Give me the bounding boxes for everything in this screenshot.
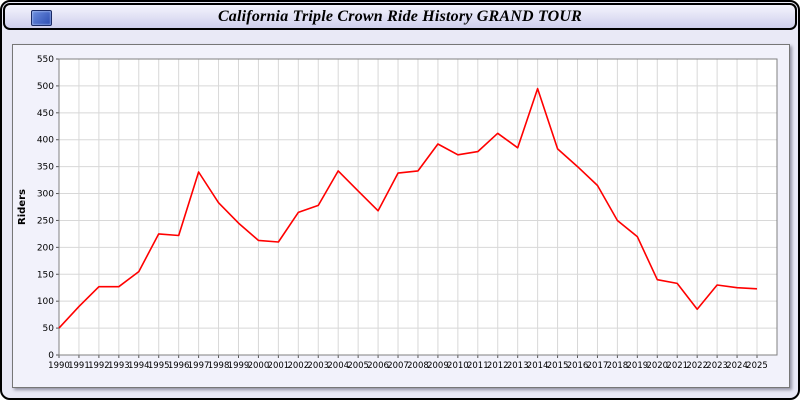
x-tick-label: 1997 [188,361,210,371]
x-tick-label: 2010 [447,361,469,371]
x-tick-label: 2017 [587,361,609,371]
x-tick-label: 2014 [527,361,549,371]
y-tick-label: 200 [37,243,54,253]
window-icon [31,10,52,26]
y-tick-label: 300 [37,190,54,200]
x-tick-label: 2000 [248,361,270,371]
chart-panel: 0 50 100 150 200 250 300 350 400 450 500 550 1990 199… [12,44,790,388]
x-tick-label: 2009 [427,361,449,371]
y-tick-label: 550 [37,55,54,65]
x-tick-label: 1995 [148,361,170,371]
x-tick-label: 2005 [347,361,369,371]
x-tick-label: 2007 [387,361,409,371]
x-tick-label: 1990 [48,361,70,371]
x-tick-label: 2011 [467,361,489,371]
x-tick-label: 2012 [487,361,509,371]
x-tick-label: 1994 [128,361,150,371]
x-tick-label: 1991 [68,361,90,371]
y-tick-label: 400 [37,136,54,146]
x-tick-label: 2003 [307,361,329,371]
x-tick-label: 2020 [646,361,668,371]
x-tick-label: 2018 [607,361,629,371]
y-tick-label: 450 [37,109,54,119]
y-tick-label: 250 [37,216,54,226]
x-tick-label: 2004 [327,361,349,371]
plot-border [58,58,778,356]
y-tick-label: 500 [37,82,54,92]
x-tick-label: 2001 [268,361,290,371]
x-tick-label: 2006 [367,361,389,371]
x-tick-label: 2022 [686,361,708,371]
x-tick-label: 2023 [706,361,728,371]
x-tick-label: 2016 [567,361,589,371]
x-tick-label: 2021 [666,361,688,371]
riders-data-line [58,87,758,329]
x-tick-label: 1998 [208,361,230,371]
y-tick-label: 350 [37,163,54,173]
x-tick-label: 2019 [627,361,649,371]
page-title: California Triple Crown Ride History GRA… [217,7,583,25]
x-tick-label: 2002 [287,361,309,371]
x-tick-label: 2008 [407,361,429,371]
x-tick-label: 1996 [168,361,190,371]
y-axis-label: Riders [17,189,28,225]
x-tick-label: 2013 [507,361,529,371]
title-bar[interactable]: California Triple Crown Ride History GRA… [3,3,797,30]
y-tick-label: 150 [37,270,54,280]
y-tick-label: 50 [43,324,55,334]
x-tick-label: 1992 [88,361,110,371]
y-tick-label: 100 [37,297,54,307]
x-tick-label: 2024 [726,361,748,371]
x-tick-label: 1999 [228,361,250,371]
ride-history-line-chart: 0501001502002503003504004505005501990199… [17,55,778,371]
x-tick-label: 1993 [108,361,130,371]
y-tick-label: 0 [48,351,54,361]
x-tick-label: 2025 [746,361,768,371]
x-tick-label: 2015 [547,361,569,371]
